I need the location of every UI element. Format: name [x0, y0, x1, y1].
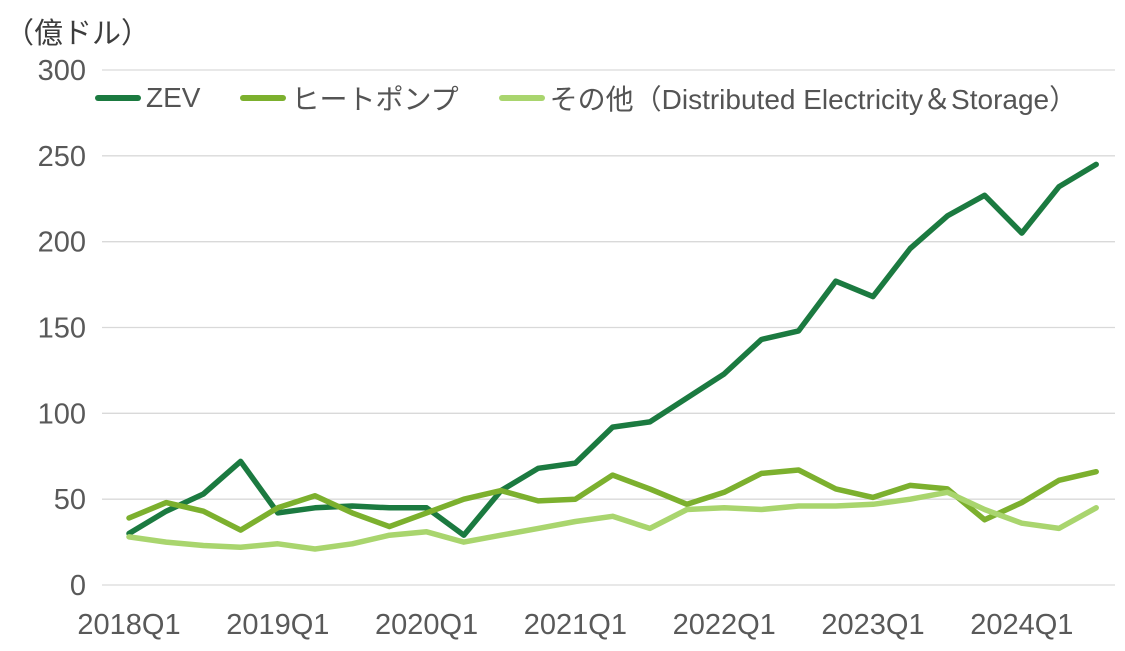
- series-line-2: [126, 489, 1099, 552]
- legend-label-0: ZEV: [146, 82, 201, 113]
- y-axis-tick-label-100: 100: [38, 398, 86, 430]
- x-axis-tick-label-2022Q1: 2022Q1: [673, 609, 776, 641]
- x-axis-tick-label-2023Q1: 2023Q1: [821, 609, 924, 641]
- legend: ZEV ヒートポンプ その他（Distributed Electricity＆Sto…: [95, 82, 1077, 115]
- legend-label-2: その他（Distributed Electricity＆Storage）: [549, 84, 1078, 115]
- series-line-0: [126, 161, 1099, 538]
- y-axis-tick-label-300: 300: [38, 55, 86, 87]
- legend-label-1: ヒートポンプ: [291, 84, 459, 115]
- legend-swatch-1: [240, 95, 287, 101]
- x-axis-tick-label-2021Q1: 2021Q1: [524, 609, 627, 641]
- y-axis-tick-label-0: 0: [70, 570, 86, 602]
- legend-swatch-0: [95, 95, 141, 101]
- series-line-1: [126, 467, 1099, 533]
- legend-swatch-2: [498, 95, 545, 101]
- legend-item-1: ヒートポンプ: [240, 78, 459, 118]
- x-axis-tick-label-2019Q1: 2019Q1: [226, 609, 329, 641]
- x-axis-tick-label-2018Q1: 2018Q1: [77, 609, 180, 641]
- y-axis-unit-label: （億ドル）: [5, 18, 151, 50]
- x-axis-tick-label-2024Q1: 2024Q1: [970, 609, 1073, 641]
- y-axis-tick-label-150: 150: [38, 313, 86, 345]
- legend-item-2: その他（Distributed Electricity＆Storage）: [498, 78, 1078, 118]
- legend-item-0: ZEV: [95, 82, 200, 114]
- y-axis-tick-label-200: 200: [38, 227, 86, 259]
- x-axis-tick-label-2020Q1: 2020Q1: [375, 609, 478, 641]
- y-axis-tick-label-50: 50: [54, 484, 86, 516]
- y-axis-tick-label-250: 250: [38, 141, 86, 173]
